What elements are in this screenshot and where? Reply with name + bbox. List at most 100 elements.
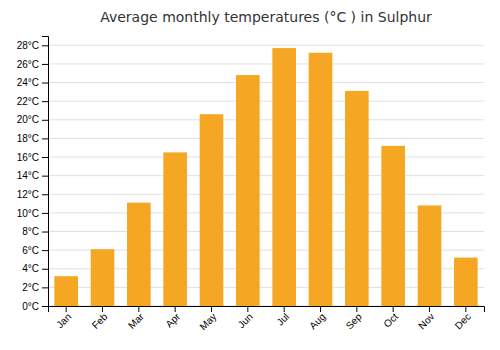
y-tick-mark <box>42 83 48 84</box>
bar <box>163 152 187 306</box>
y-tick: 12°C <box>17 189 48 200</box>
y-tick: 18°C <box>17 133 48 144</box>
y-tick-mark <box>42 287 48 288</box>
x-tick-mark <box>393 306 394 312</box>
y-tick: 24°C <box>17 77 48 88</box>
x-tick-mark <box>320 306 321 312</box>
x-tick: Mar <box>126 306 146 331</box>
plot: 0°C 2°C 4°C 6°C 8°C 10°C 12°C 14°C 16°C 18°C 20°C 2… <box>17 37 485 333</box>
y-tick-label: 14°C <box>17 170 39 181</box>
bar <box>127 203 151 306</box>
y-tick: 16°C <box>17 152 48 163</box>
x-tick-mark <box>356 306 357 312</box>
x-tick-mark <box>138 306 139 312</box>
x-tick: Aug <box>307 306 327 331</box>
y-tick-label: 20°C <box>17 114 39 125</box>
x-tick: Apr <box>163 306 182 330</box>
y-tick: 28°C <box>17 40 48 51</box>
x-tick: Nov <box>416 306 436 331</box>
y-tick-label: 16°C <box>17 152 39 163</box>
y-tick-mark <box>42 45 48 46</box>
bar <box>54 276 78 306</box>
grid-line <box>48 101 484 102</box>
y-tick: 22°C <box>17 96 48 107</box>
x-tick-mark <box>247 306 248 312</box>
grid-line <box>48 157 484 158</box>
grid-line <box>48 82 484 83</box>
grid-line <box>48 194 484 195</box>
x-tick-mark <box>284 306 285 312</box>
y-tick-mark <box>42 138 48 139</box>
x-tick-mark <box>465 306 466 312</box>
x-tick-label: Apr <box>163 310 182 329</box>
y-tick: 20°C <box>17 114 48 125</box>
y-tick: 6°C <box>22 245 48 256</box>
x-tick: Jun <box>236 306 255 330</box>
y-tick-label: 22°C <box>17 96 39 107</box>
title: Average monthly temperatures (°C ) in Su… <box>100 9 432 25</box>
x-tick-label: May <box>197 311 218 332</box>
grid <box>48 45 484 306</box>
y-axis: 0°C 2°C 4°C 6°C 8°C 10°C 12°C 14°C 16°C 18°C 20°C 2… <box>17 37 49 312</box>
bar <box>345 91 369 306</box>
bar <box>200 114 224 306</box>
x-tick-mark <box>175 306 176 312</box>
y-tick-mark <box>42 101 48 102</box>
y-tick-label: 28°C <box>17 40 39 51</box>
grid-line <box>48 45 484 46</box>
x-tick-label: Sep <box>344 311 365 332</box>
y-tick-mark <box>42 213 48 214</box>
bar <box>454 258 478 306</box>
y-tick-mark <box>42 157 48 158</box>
chart: 0°C 2°C 4°C 6°C 8°C 10°C 12°C 14°C 16°C 18°C 20°C 2… <box>0 0 500 350</box>
bars <box>54 48 477 306</box>
y-tick-label: 10°C <box>17 208 39 219</box>
bar <box>309 53 333 306</box>
y-tick-label: 18°C <box>17 133 39 144</box>
x-tick-label: Nov <box>416 311 436 331</box>
grid-line <box>48 63 484 64</box>
x-tick: Feb <box>90 306 110 331</box>
x-tick-label: Dec <box>453 311 473 331</box>
y-tick: 2°C <box>22 282 48 293</box>
y-tick: 14°C <box>17 170 48 181</box>
y-tick-mark <box>42 250 48 251</box>
y-tick-label: 2°C <box>22 282 39 293</box>
x-tick-label: Jan <box>54 311 73 330</box>
x-tick-label: Oct <box>381 311 400 330</box>
x-tick-mark <box>66 306 67 312</box>
bar <box>236 75 260 306</box>
bar <box>91 249 115 306</box>
grid-line <box>48 119 484 120</box>
x-tick: May <box>197 306 218 332</box>
y-tick: 8°C <box>22 226 48 237</box>
x-tick: Oct <box>381 306 400 330</box>
grid-line <box>48 138 484 139</box>
x-tick-mark <box>429 306 430 312</box>
x-axis-line <box>49 307 485 313</box>
y-axis-line <box>42 37 49 307</box>
x-tick: Jan <box>54 306 73 330</box>
x-tick-mark <box>102 306 103 312</box>
y-tick-mark <box>42 176 48 177</box>
y-tick-mark <box>42 120 48 121</box>
x-tick: Sep <box>344 306 365 331</box>
y-tick-mark <box>42 269 48 270</box>
y-tick: 26°C <box>17 59 48 70</box>
x-tick: Jul <box>274 306 291 328</box>
y-tick-label: 8°C <box>22 226 39 237</box>
y-tick-mark <box>42 232 48 233</box>
y-tick-mark <box>42 194 48 195</box>
x-tick-mark <box>211 306 212 312</box>
x-axis: Jan Feb Mar Apr May Jun Jul Aug Sep Oct Nov Dec <box>49 306 485 332</box>
x-tick: Dec <box>453 306 473 331</box>
x-tick-label: Feb <box>90 311 110 331</box>
y-tick-label: 24°C <box>17 77 39 88</box>
x-tick-label: Jun <box>236 311 255 330</box>
y-tick-mark <box>42 306 48 307</box>
grid-line <box>48 175 484 176</box>
y-tick-label: 0°C <box>22 301 39 312</box>
bar <box>418 205 442 306</box>
y-tick-label: 4°C <box>22 263 39 274</box>
y-tick-mark <box>42 64 48 65</box>
